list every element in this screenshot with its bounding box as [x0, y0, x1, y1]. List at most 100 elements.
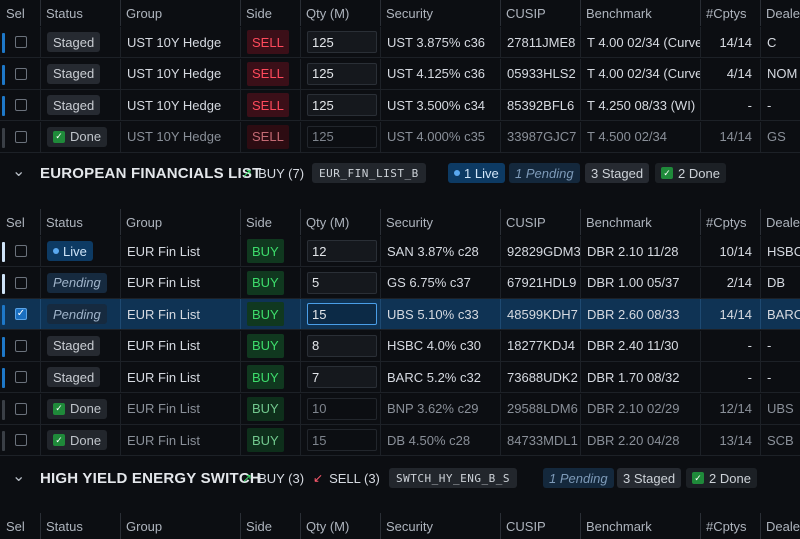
- column-header-qty[interactable]: Qty (M): [300, 513, 380, 539]
- quantity-input[interactable]: 12: [307, 240, 377, 262]
- table-row[interactable]: Staged UST 10Y Hedge SELL 125 UST 3.875% c36…: [0, 27, 800, 58]
- column-header-security[interactable]: Security: [380, 209, 500, 235]
- row-select-checkbox[interactable]: [15, 99, 27, 111]
- table-row[interactable]: Staged UST 10Y Hedge SELL 125 UST 4.125% c36…: [0, 58, 800, 90]
- cell-cptys: 13/14: [700, 425, 760, 455]
- cell-text-group: EUR Fin List: [127, 275, 200, 290]
- group-item-label: 1 Live: [464, 165, 499, 181]
- cell-security: BARC 5.2% c32: [380, 362, 500, 392]
- column-header-row: Sel Status Group Side Qty (M) Security CUSIP Be…: [0, 209, 800, 235]
- side-badge: BUY: [247, 396, 284, 421]
- cell-cptys: 2/14: [700, 267, 760, 298]
- cell-dealer: SCB: [760, 425, 800, 455]
- column-header-cptys[interactable]: #Cptys: [700, 0, 760, 26]
- table-row[interactable]: ✓ Done EUR Fin List BUY 10 BNP 3.62% c29 29588…: [0, 393, 800, 425]
- row-select-checkbox[interactable]: [15, 130, 27, 143]
- quantity-input[interactable]: 7: [307, 366, 377, 388]
- column-header-cusip[interactable]: CUSIP: [500, 513, 580, 539]
- row-select-checkbox[interactable]: [15, 339, 27, 352]
- column-header-dealer[interactable]: Dealer: [760, 209, 800, 235]
- column-header-side[interactable]: Side: [240, 513, 300, 539]
- column-header-cptys[interactable]: #Cptys: [700, 513, 760, 539]
- cell-security: UST 3.500% c34: [380, 90, 500, 120]
- arrow-up-right-icon: ↗: [242, 166, 253, 180]
- side-badge: BUY: [247, 239, 284, 263]
- column-header-side[interactable]: Side: [240, 0, 300, 26]
- cell-group: EUR Fin List: [120, 267, 240, 298]
- column-header-cusip[interactable]: CUSIP: [500, 0, 580, 26]
- counterparty-count: 14/14: [719, 129, 752, 144]
- column-header-sel[interactable]: Sel: [6, 518, 25, 534]
- quantity-input[interactable]: 125: [307, 31, 377, 53]
- group-item-label: SELL (3): [329, 470, 380, 486]
- table-row[interactable]: ✓ Done EUR Fin List BUY 15 DB 4.50% c28 84733M…: [0, 425, 800, 456]
- cell-text-benchmark: DBR 1.70 08/32: [587, 369, 680, 385]
- cell-security: UST 4.000% c35: [380, 121, 500, 152]
- column-header-benchmark[interactable]: Benchmark: [580, 209, 700, 235]
- cell-benchmark: DBR 2.60 08/33: [580, 299, 700, 329]
- row-select-checkbox[interactable]: [15, 67, 27, 80]
- column-header-dealer[interactable]: Dealer: [760, 0, 800, 26]
- row-status-indicator: [2, 431, 5, 451]
- table-row[interactable]: Staged EUR Fin List BUY 8 HSBC 4.0% c30 18277…: [0, 330, 800, 362]
- cell-text-security: UBS 5.10% c33: [387, 306, 479, 322]
- status-label: Staged: [53, 66, 95, 81]
- column-header-group[interactable]: Group: [120, 209, 240, 235]
- column-header-status[interactable]: Status: [40, 0, 120, 26]
- cell-status: ✓ Done: [40, 393, 120, 424]
- quantity-input[interactable]: 125: [307, 62, 377, 85]
- column-header-security[interactable]: Security: [380, 0, 500, 26]
- column-header-security[interactable]: Security: [380, 513, 500, 539]
- column-header-row: Sel Status Group Side Qty (M) Security CUSIP Be…: [0, 0, 800, 26]
- column-header-sel[interactable]: Sel: [6, 5, 25, 21]
- quantity-input[interactable]: 8: [307, 334, 377, 357]
- table-row[interactable]: Live EUR Fin List BUY 12 SAN 3.87% c28 92829G…: [0, 236, 800, 267]
- column-header-group[interactable]: Group: [120, 513, 240, 539]
- column-header-cusip[interactable]: CUSIP: [500, 209, 580, 235]
- column-header-status[interactable]: Status: [40, 209, 120, 235]
- counterparty-count: -: [747, 338, 752, 353]
- column-header-cptys[interactable]: #Cptys: [700, 209, 760, 235]
- row-select-checkbox[interactable]: [15, 371, 27, 383]
- table-row[interactable]: Pending EUR Fin List BUY 5 GS 6.75% c37 67921…: [0, 267, 800, 299]
- cell-sel: [0, 331, 40, 361]
- cell-benchmark: T 4.00 02/34 (Curve: [580, 27, 700, 57]
- cell-text-cusip: 85392BFL6: [507, 97, 575, 113]
- quantity-input[interactable]: 15: [307, 303, 377, 325]
- row-select-checkbox[interactable]: ✓: [15, 308, 27, 320]
- column-header-side[interactable]: Side: [240, 209, 300, 235]
- group-item-label: 1 Pending: [549, 470, 608, 486]
- column-header-dealer[interactable]: Dealer: [760, 513, 800, 539]
- status-label: Done: [70, 401, 102, 416]
- table-row[interactable]: Staged UST 10Y Hedge SELL 125 UST 3.500% c34…: [0, 90, 800, 121]
- row-select-checkbox[interactable]: [15, 402, 27, 415]
- quantity-input[interactable]: 5: [307, 271, 377, 294]
- quantity-input[interactable]: 125: [307, 94, 377, 116]
- column-header-group[interactable]: Group: [120, 0, 240, 26]
- quantity-input: 15: [307, 429, 377, 451]
- table-row[interactable]: ✓ Done UST 10Y Hedge SELL 125 UST 4.000% c35 3…: [0, 121, 800, 153]
- side-badge: BUY: [247, 302, 284, 326]
- column-header-benchmark[interactable]: Benchmark: [580, 513, 700, 539]
- row-select-checkbox[interactable]: [15, 245, 27, 257]
- cell-cptys: -: [700, 330, 760, 361]
- column-header-qty[interactable]: Qty (M): [300, 209, 380, 235]
- chevron-down-icon[interactable]: ⌄: [12, 468, 26, 485]
- column-header-status[interactable]: Status: [40, 513, 120, 539]
- cell-security: GS 6.75% c37: [380, 267, 500, 298]
- row-select-checkbox[interactable]: [15, 276, 27, 289]
- row-select-checkbox[interactable]: [15, 434, 27, 446]
- chevron-down-icon[interactable]: ⌄: [12, 163, 26, 180]
- column-header-qty[interactable]: Qty (M): [300, 0, 380, 26]
- column-header-benchmark[interactable]: Benchmark: [580, 0, 700, 26]
- cell-security: DB 4.50% c28: [380, 425, 500, 455]
- table-row[interactable]: ✓ Pending EUR Fin List BUY 15 UBS 5.10% c33 48…: [0, 299, 800, 330]
- cell-text-benchmark: DBR 2.10 02/29: [587, 401, 680, 416]
- cell-group: UST 10Y Hedge: [120, 121, 240, 152]
- cell-status: ✓ Done: [40, 121, 120, 152]
- row-select-checkbox[interactable]: [15, 36, 27, 48]
- table-row[interactable]: Staged EUR Fin List BUY 7 BARC 5.2% c32 73688…: [0, 362, 800, 393]
- cell-qty: 5: [300, 267, 380, 298]
- counterparty-count: -: [747, 369, 752, 385]
- column-header-sel[interactable]: Sel: [6, 214, 25, 230]
